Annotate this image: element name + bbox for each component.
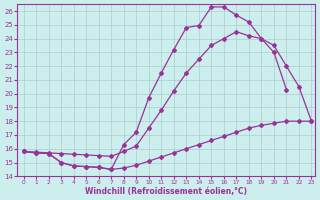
X-axis label: Windchill (Refroidissement éolien,°C): Windchill (Refroidissement éolien,°C) (85, 187, 247, 196)
